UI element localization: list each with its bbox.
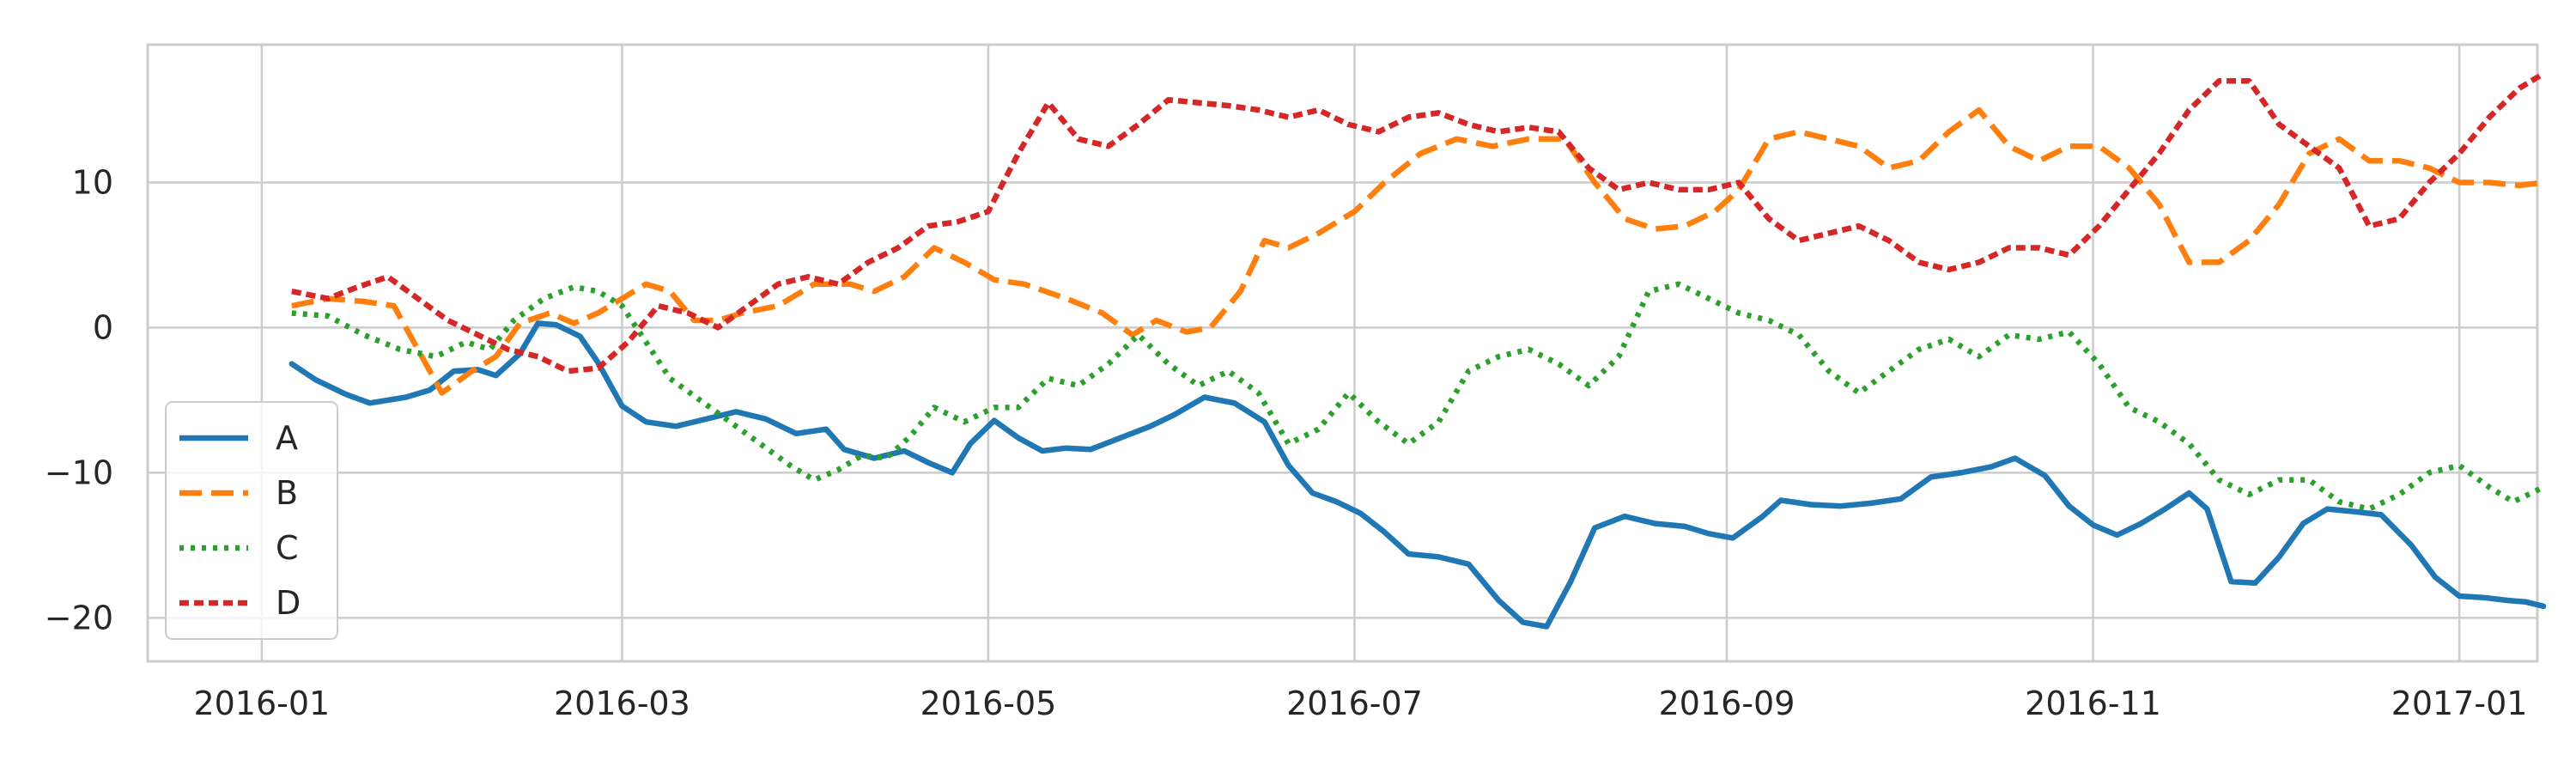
legend-label-c: C	[276, 529, 299, 567]
x-tick-label: 2016-01	[193, 685, 330, 722]
x-tick-label: 2016-03	[554, 685, 690, 722]
plot-area-frame	[146, 43, 2539, 663]
series-line-c	[291, 281, 2545, 512]
series-line-b	[291, 107, 2544, 396]
x-tick-label: 2016-05	[920, 685, 1057, 722]
series-line-d	[291, 71, 2545, 374]
legend-label-a: A	[276, 419, 298, 457]
x-tick-label: 2016-07	[1286, 685, 1423, 722]
y-tick-label: 0	[93, 308, 113, 346]
legend-label-d: D	[276, 584, 301, 622]
x-tick-label: 2017-01	[2391, 685, 2528, 722]
y-tick-label: −10	[45, 453, 113, 491]
legend-label-b: B	[276, 474, 298, 512]
x-tick-label: 2016-09	[1659, 685, 1795, 722]
y-tick-label: −20	[45, 599, 113, 636]
y-tick-label: 10	[72, 163, 113, 201]
x-tick-label: 2016-11	[2025, 685, 2161, 722]
legend-box	[165, 401, 338, 640]
series-line-a	[289, 320, 2547, 630]
